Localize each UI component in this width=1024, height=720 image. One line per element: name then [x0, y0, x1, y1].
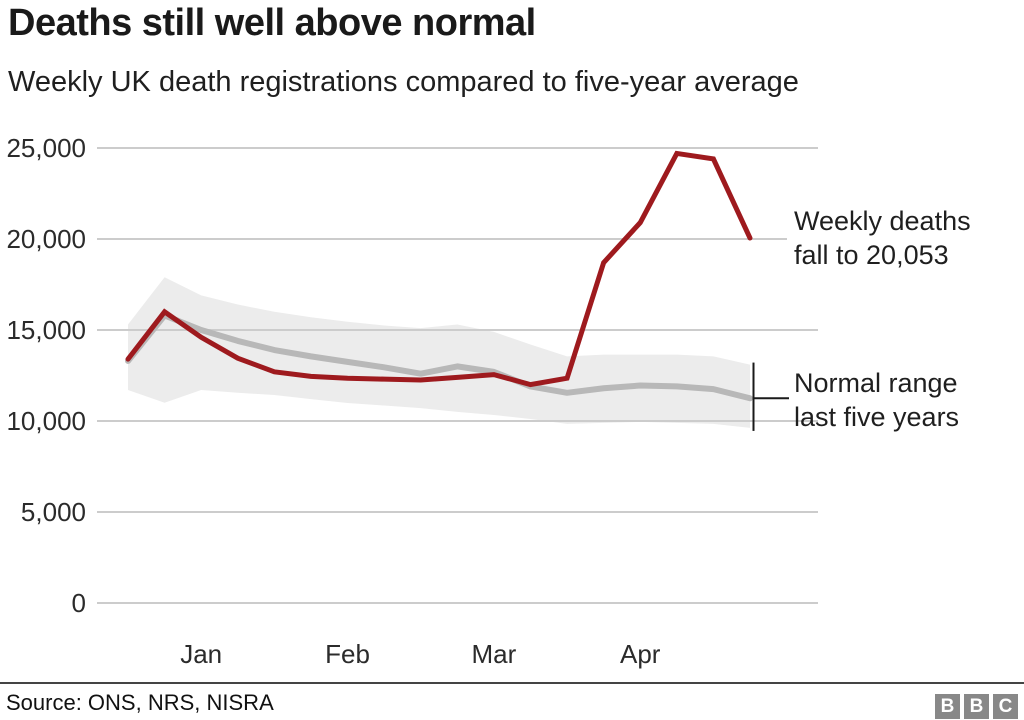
weekly-deaths-annotation-line2: fall to 20,053 [794, 240, 949, 270]
normal-range-annotation-line1: Normal range [794, 368, 958, 398]
x-axis-label-apr: Apr [619, 639, 661, 669]
bbc-logo: B B C [935, 694, 1018, 719]
y-axis-label-5000: 5,000 [20, 497, 86, 527]
weekly-deaths-line [125, 150, 753, 388]
weekly-deaths-annotation-line1: Weekly deaths [794, 206, 971, 236]
chart-subtitle: Weekly UK death registrations compared t… [8, 66, 799, 98]
footer-divider [0, 682, 1024, 684]
bbc-logo-block-b2: B [964, 694, 989, 719]
bbc-logo-block-b1: B [935, 694, 960, 719]
normal-range-band [128, 277, 750, 428]
y-axis-label-15000: 15,000 [6, 315, 86, 345]
y-axis-label-10000: 10,000 [6, 406, 86, 436]
normal-range-annotation-line2: last five years [794, 402, 960, 432]
five-year-average-line [125, 312, 753, 402]
bbc-logo-block-c: C [993, 694, 1018, 719]
y-axis-label-20000: 20,000 [6, 224, 86, 254]
normal-range-annotation: Normal range last five years [794, 366, 959, 434]
y-axis-label-0: 0 [71, 588, 86, 618]
chart-title: Deaths still well above normal [8, 2, 536, 44]
x-axis-label-mar: Mar [471, 639, 517, 669]
source-text: Source: ONS, NRS, NISRA [6, 690, 274, 715]
weekly-deaths-annotation: Weekly deaths fall to 20,053 [794, 204, 971, 272]
y-axis-label-25000: 25,000 [6, 133, 86, 163]
x-axis-label-feb: Feb [325, 639, 370, 669]
x-axis-label-jan: Jan [180, 639, 223, 669]
